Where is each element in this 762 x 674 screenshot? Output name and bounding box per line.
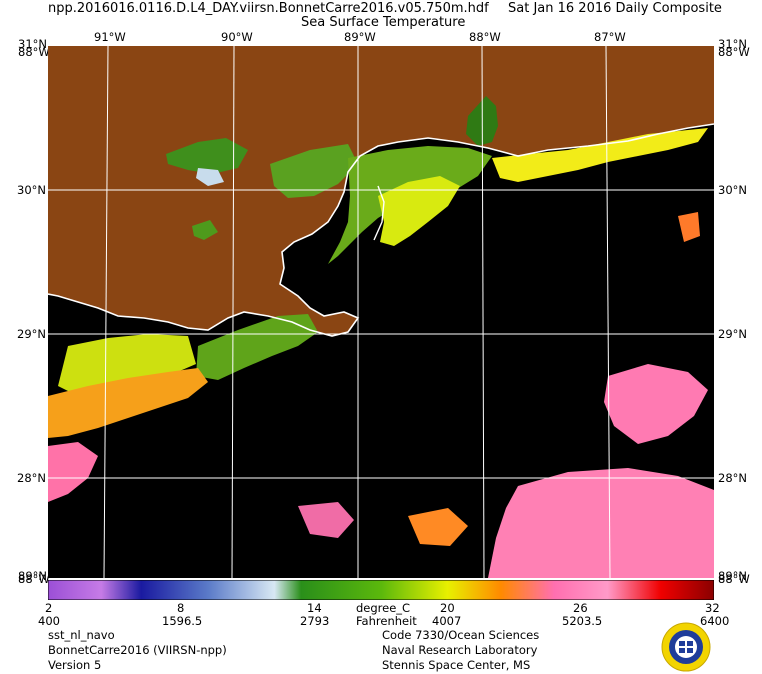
product-code: sst_nl_navo	[48, 628, 115, 642]
marsh-patch	[192, 220, 218, 240]
tick-c-32: 32	[705, 601, 720, 615]
units-fahrenheit: Fahrenheit	[356, 614, 417, 628]
offshore-orange-patch	[408, 508, 468, 546]
tick-f-6400: 6400	[700, 614, 730, 628]
tick-f-400: 400	[38, 614, 60, 628]
corner-top-left-lon: 88°W	[18, 45, 50, 59]
region-sensor: BonnetCarre2016 (VIIRSN-npp)	[48, 643, 227, 657]
lake-borgne	[270, 144, 358, 198]
meridian-88w	[481, 46, 485, 578]
lon-label-90w: 90°W	[221, 30, 253, 44]
lon-label-91w: 91°W	[94, 30, 126, 44]
lon-label-88w: 88°W	[469, 30, 501, 44]
offshore-orange-east	[678, 212, 700, 242]
lake-light-patch	[196, 168, 224, 186]
lat-label-28n-right: 28°N	[718, 471, 747, 485]
coastline	[48, 123, 714, 337]
version: Version 5	[48, 658, 102, 672]
lon-label-89w: 89°W	[344, 30, 376, 44]
org-code: Code 7330/Ocean Sciences	[382, 628, 540, 642]
org-name: Naval Research Laboratory	[382, 643, 538, 657]
sound-yellow-plume	[378, 176, 460, 246]
navy-seal-icon	[661, 622, 711, 672]
chandeleur-islands	[373, 185, 385, 241]
shelf-yellow-plume	[58, 334, 196, 396]
tick-f-4007: 4007	[432, 614, 462, 628]
corner-bottom-right-lat: 89°N	[718, 569, 747, 583]
lat-label-29n-right: 29°N	[718, 327, 747, 341]
org-location: Stennis Space Center, MS	[382, 658, 531, 672]
lat-label-30n-left: 30°N	[17, 183, 46, 197]
composite-date: Sat Jan 16 2016 Daily Composite	[508, 1, 722, 16]
corner-bottom-left-lon: 88°W	[18, 572, 50, 586]
lon-label-87w: 87°W	[594, 30, 626, 44]
offshore-pink-patch-mid	[298, 502, 354, 538]
coastal-yellow-strip	[492, 128, 708, 182]
graticule	[48, 46, 714, 578]
corner-bottom-right-lon: 88°W	[718, 572, 750, 586]
lat-label-29n-left: 29°N	[17, 327, 46, 341]
sst-map	[48, 46, 714, 578]
corner-top-left-lat: 31°N	[18, 37, 47, 51]
lake-pontchartrain	[166, 138, 248, 174]
file-name: npp.2016016.0116.D.L4_DAY.viirsn.BonnetC…	[48, 1, 489, 16]
corner-top-right-lat: 31°N	[718, 37, 747, 51]
lat-label-30n-right: 30°N	[718, 183, 747, 197]
tick-c-26: 26	[573, 601, 588, 615]
tick-c-14: 14	[307, 601, 322, 615]
land-mass	[48, 46, 714, 336]
tick-c-2: 2	[45, 601, 53, 615]
tick-f-5203: 5203.5	[562, 614, 603, 628]
shelf-green-plume	[196, 314, 318, 380]
lat-label-28n-left: 28°N	[17, 471, 46, 485]
tick-f-2793: 2793	[300, 614, 330, 628]
shelf-orange-plume	[48, 368, 208, 438]
tick-c-20: 20	[440, 601, 455, 615]
meridian-91w	[103, 46, 109, 578]
tick-c-8: 8	[177, 601, 185, 615]
offshore-pink-patch-east	[604, 364, 708, 444]
sst-colorbar	[48, 580, 714, 600]
colorbar-gradient	[48, 580, 714, 600]
product-title: Sea Surface Temperature	[301, 15, 466, 30]
units-celsius: degree_C	[356, 601, 411, 615]
corner-bottom-left-lat: 89°N	[18, 569, 47, 583]
meridian-90w	[231, 46, 235, 578]
offshore-pink-patch-south	[488, 468, 714, 578]
corner-top-right-lon: 88°W	[718, 45, 750, 59]
shelf-pink-plume	[48, 442, 98, 502]
meridian-87w	[605, 46, 611, 578]
tick-f-1596: 1596.5	[162, 614, 203, 628]
sound-green-plume	[328, 146, 492, 264]
